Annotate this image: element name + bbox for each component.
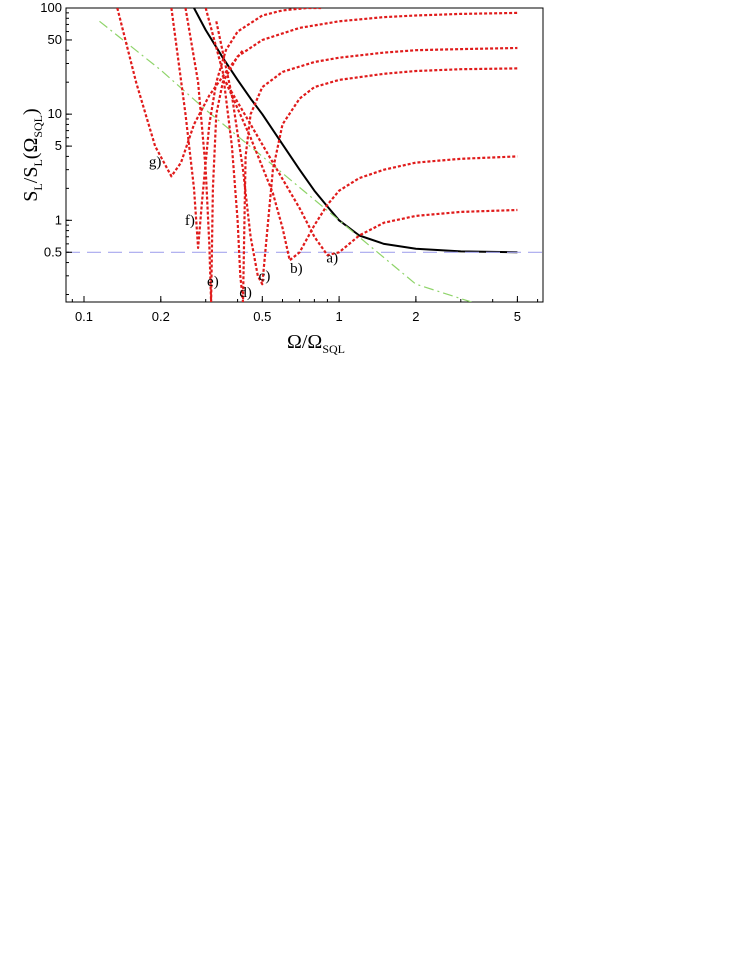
curve-label: b) xyxy=(290,261,303,277)
x-tick-label: 2 xyxy=(412,309,419,324)
series-line-3 xyxy=(224,81,518,257)
series-line-5 xyxy=(215,21,518,286)
curve-label: e) xyxy=(207,274,219,290)
x-axis-title-sub: SQL xyxy=(322,342,345,356)
curve-label: g) xyxy=(149,155,162,171)
curve-label: f) xyxy=(185,213,195,229)
series-line-0 xyxy=(193,8,518,254)
series-line-8 xyxy=(170,8,322,249)
x-axis-title: Ω/ΩSQL xyxy=(287,331,345,356)
x-tick-label: 5 xyxy=(514,309,521,324)
curve-label: a) xyxy=(326,251,338,267)
ticks-layer: 0.1 0.2 0.5 1 2 5 0.5 1 5 10 50 100 xyxy=(40,0,539,324)
series-line-4 xyxy=(224,81,518,262)
curve-label: d) xyxy=(239,285,252,301)
x-axis-title-main: Ω/Ω xyxy=(287,331,322,353)
series-line-9 xyxy=(116,8,244,178)
y-tick-label: 5 xyxy=(55,138,62,153)
series-line-7 xyxy=(184,8,518,302)
y-axis-title: SL/SL(ΩSQL) xyxy=(20,108,45,201)
series-layer xyxy=(66,8,543,302)
y-tick-label: 10 xyxy=(48,106,62,121)
series-line-6 xyxy=(204,8,518,302)
x-tick-label: 0.5 xyxy=(253,309,271,324)
x-tick-label: 0.1 xyxy=(75,309,93,324)
y-tick-label: 1 xyxy=(55,212,62,227)
annotation-layer: a) b) c) d) e) f) g) xyxy=(149,155,338,301)
y-tick-label: 100 xyxy=(40,0,62,15)
y-tick-label: 50 xyxy=(48,32,62,47)
x-tick-label: 1 xyxy=(335,309,342,324)
x-tick-label: 0.2 xyxy=(152,309,170,324)
curve-label: c) xyxy=(259,269,271,285)
y-tick-label: 0.5 xyxy=(44,244,62,259)
